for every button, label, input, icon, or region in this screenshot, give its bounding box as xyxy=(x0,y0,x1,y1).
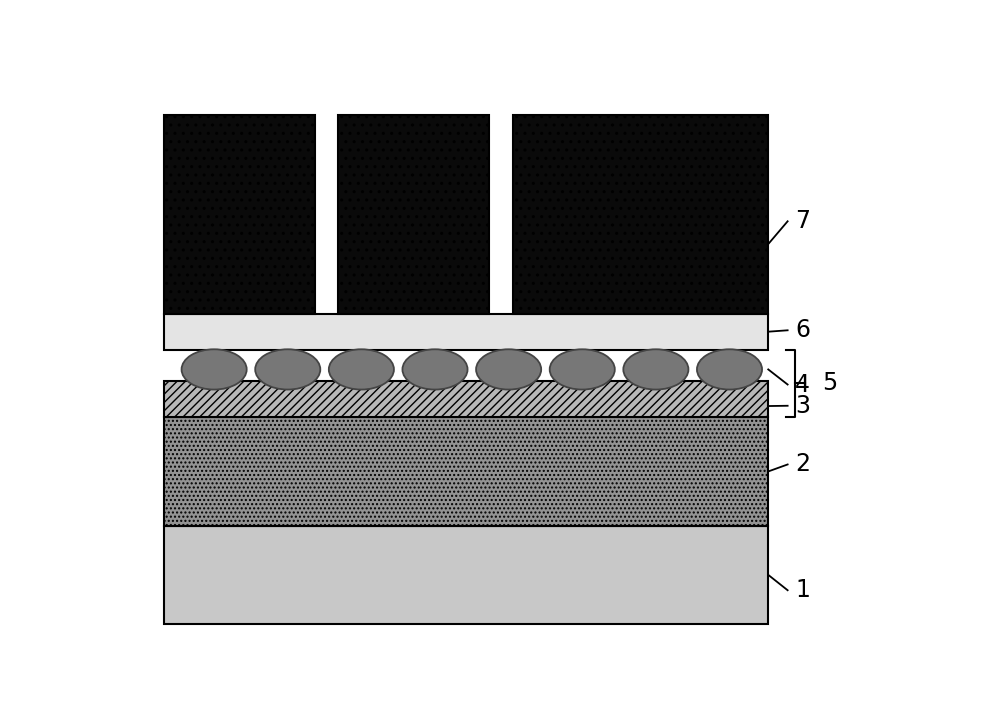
Ellipse shape xyxy=(697,349,762,390)
Ellipse shape xyxy=(623,349,688,390)
Bar xyxy=(164,417,768,526)
Ellipse shape xyxy=(182,349,247,390)
Text: 3: 3 xyxy=(795,393,810,417)
Bar xyxy=(164,380,768,417)
Bar xyxy=(164,115,315,314)
Ellipse shape xyxy=(476,349,541,390)
Ellipse shape xyxy=(550,349,615,390)
Text: 1: 1 xyxy=(795,578,810,603)
Text: 2: 2 xyxy=(795,452,810,476)
Ellipse shape xyxy=(329,349,394,390)
Text: 7: 7 xyxy=(795,209,810,233)
Bar xyxy=(164,314,768,350)
Bar xyxy=(338,115,489,314)
Bar xyxy=(512,115,768,314)
Ellipse shape xyxy=(255,349,320,390)
Ellipse shape xyxy=(402,349,468,390)
Bar xyxy=(164,526,768,624)
Text: 5: 5 xyxy=(822,372,838,396)
Text: 4: 4 xyxy=(795,372,810,396)
Text: 6: 6 xyxy=(795,318,810,342)
